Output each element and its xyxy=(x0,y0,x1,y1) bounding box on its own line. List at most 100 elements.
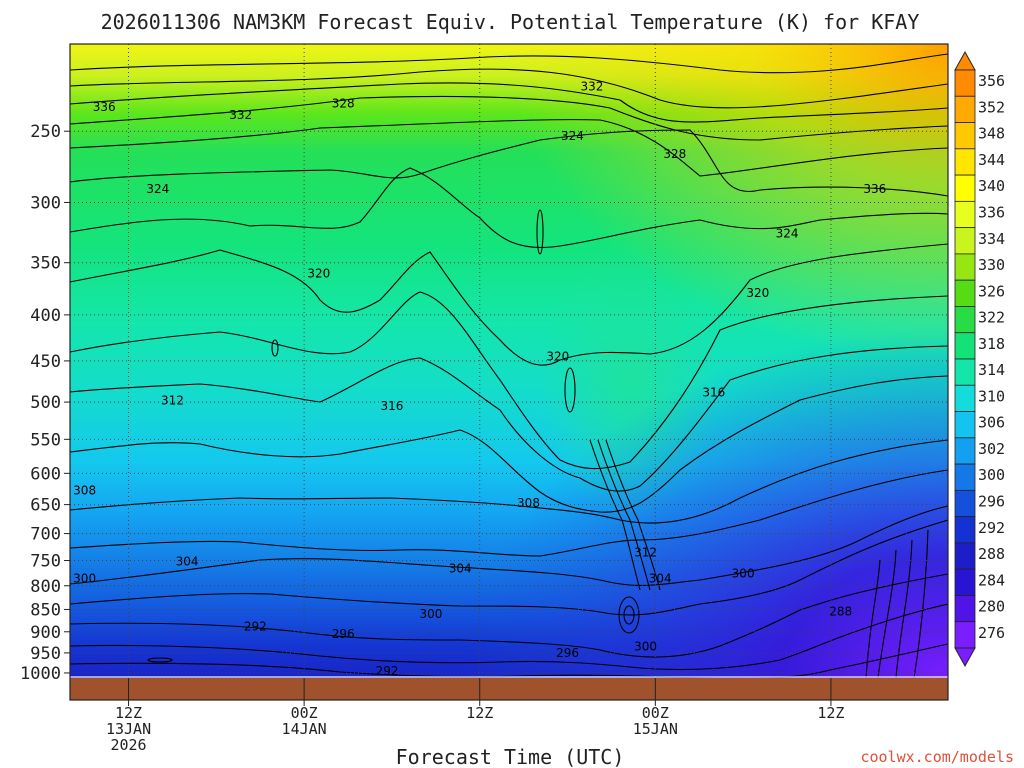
cold-lower-region xyxy=(70,44,948,678)
x-tick-label: 15JAN xyxy=(633,720,678,738)
colorbar-swatch xyxy=(954,279,976,307)
colorbar-swatch xyxy=(954,621,976,649)
contour-line xyxy=(70,95,948,141)
contour-line xyxy=(70,519,948,616)
colorbar-label: 296 xyxy=(978,493,1005,511)
x-tick-label: 00Z xyxy=(642,704,669,722)
contour-line xyxy=(70,573,948,658)
y-axis: 250 300 350 400 450 500 550 600 650 700 750 800 850 9… xyxy=(20,122,70,684)
colorbar-swatch xyxy=(954,568,976,596)
contour-line xyxy=(70,469,948,557)
y-tick-label: 700 xyxy=(30,525,61,545)
contour-label: 312 xyxy=(161,394,184,408)
contour-line xyxy=(70,82,948,123)
colorbar-swatch xyxy=(954,489,976,518)
colorbar-label: 318 xyxy=(978,335,1005,353)
contour-label: 304 xyxy=(649,571,672,585)
y-tick-label: 950 xyxy=(30,644,61,664)
colorbar-label: 284 xyxy=(978,571,1005,589)
contour-label: 300 xyxy=(732,566,755,580)
contour-closed xyxy=(536,209,544,255)
credit-text: coolwx.com/models xyxy=(860,748,1014,766)
contour-label: 300 xyxy=(634,640,657,654)
colorbar-swatch xyxy=(954,174,976,202)
y-tick-label: 300 xyxy=(30,193,61,213)
colorbar-bottom-arrow xyxy=(954,647,976,668)
colorbar-swatch xyxy=(954,253,976,281)
contour-labels: 336 332 328 332 324 328 336 324 324 320 320 320 312 3… xyxy=(73,80,886,678)
contour-line xyxy=(70,291,948,470)
colorbar-label: 322 xyxy=(978,309,1005,327)
contour-label: 296 xyxy=(556,646,579,660)
contour-line xyxy=(70,129,948,197)
contour-label: 320 xyxy=(546,350,569,364)
contour-label: 332 xyxy=(229,108,252,122)
y-tick-label: 800 xyxy=(30,577,61,597)
colorbar-swatch xyxy=(954,463,976,491)
contour-line xyxy=(70,243,948,366)
contour-label: 304 xyxy=(449,561,472,575)
colorbar-swatch xyxy=(954,437,976,465)
x-tick-label: 12Z xyxy=(817,704,844,722)
contour-label: 336 xyxy=(93,100,116,114)
contour-closed xyxy=(623,605,635,625)
y-tick-label: 550 xyxy=(30,430,61,450)
contour-line xyxy=(865,559,881,678)
colorbar-swatch xyxy=(954,227,976,255)
contour-line xyxy=(70,53,948,74)
colorbar-label: 326 xyxy=(978,282,1005,300)
colorbar-swatch xyxy=(954,358,976,386)
contour-closed xyxy=(564,367,576,413)
colorbar-swatch xyxy=(954,595,976,623)
contour-lines xyxy=(70,53,948,678)
y-tick-label: 900 xyxy=(30,623,61,643)
contour-line xyxy=(877,549,897,678)
chart-title: 2026011306 NAM3KM Forecast Equiv. Potent… xyxy=(101,10,920,34)
contour-label: 312 xyxy=(634,546,657,560)
contour-label: 288 xyxy=(829,605,852,619)
contour-line xyxy=(589,439,641,591)
colorbar-top-arrow xyxy=(954,50,976,71)
x-tick-label: 12Z xyxy=(466,704,493,722)
contour-closed xyxy=(618,596,640,634)
plot-area: 336 332 328 332 324 328 336 324 324 320 320 320 312 3… xyxy=(70,44,948,678)
colorbar-swatch xyxy=(954,122,976,150)
colorbar-label: 336 xyxy=(978,204,1005,222)
colorbar-swatch xyxy=(954,411,976,439)
colorbar-swatch xyxy=(954,95,976,123)
contour-label: 328 xyxy=(663,147,686,161)
x-axis-title: Forecast Time (UTC) xyxy=(396,745,625,768)
plot-frame xyxy=(69,43,949,701)
contour-label: 320 xyxy=(746,286,769,300)
contour-closed xyxy=(147,657,173,663)
y-tick-label: 850 xyxy=(30,600,61,620)
colorbar-swatch xyxy=(954,516,976,544)
contour-label: 324 xyxy=(561,129,584,143)
contour-label: 308 xyxy=(517,496,540,510)
colorbar-label: 330 xyxy=(978,256,1005,274)
y-tick-label: 1000 xyxy=(20,664,61,684)
contour-label: 324 xyxy=(776,227,799,241)
y-tick-label: 650 xyxy=(30,496,61,516)
contour-label: 316 xyxy=(702,386,725,400)
colorbar-label: 348 xyxy=(978,125,1005,143)
contour-label: 292 xyxy=(376,664,399,678)
grid xyxy=(70,44,948,678)
contour-label: 308 xyxy=(73,484,96,498)
colorbar-label: 302 xyxy=(978,440,1005,458)
x-tick-label: 13JAN xyxy=(106,720,151,738)
y-tick-label: 450 xyxy=(30,352,61,372)
colorbar-label: 292 xyxy=(978,519,1005,537)
colorbar-swatch xyxy=(954,69,976,97)
contour-label: 336 xyxy=(863,182,886,196)
contour-line xyxy=(70,68,948,109)
colorbar-label: 352 xyxy=(978,98,1005,116)
x-tick-label: 14JAN xyxy=(282,720,327,738)
colorbar-label: 340 xyxy=(978,177,1005,195)
colorbar-label: 334 xyxy=(978,230,1005,248)
x-tick-label: 00Z xyxy=(291,704,318,722)
colorbar-label: 344 xyxy=(978,151,1005,169)
contour-closed xyxy=(271,339,279,357)
